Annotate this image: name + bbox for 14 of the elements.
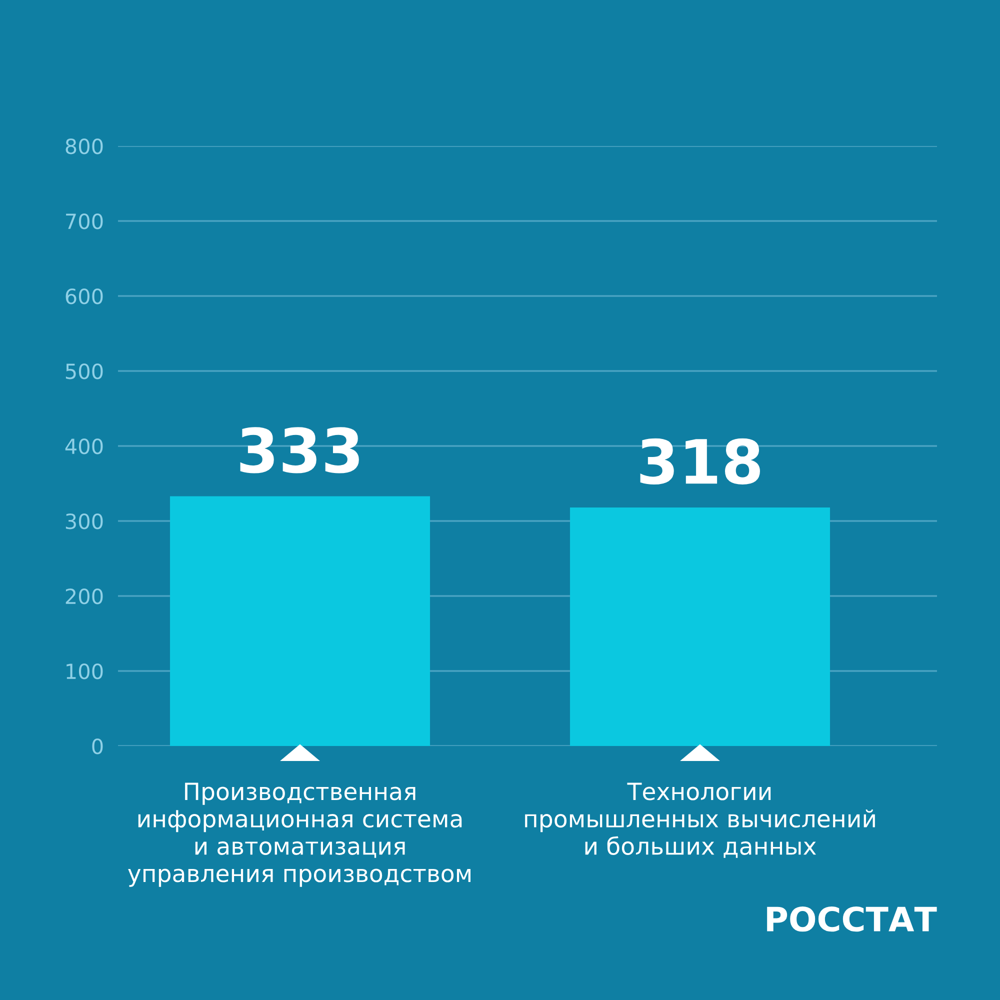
data-label: 333 <box>240 427 359 474</box>
y-tick-label: 700 <box>66 213 103 230</box>
x-tick-label: Производственная информационная система и автоматизация управления производством <box>128 782 470 887</box>
y-tick-label: 0 <box>92 738 103 754</box>
y-tick-label: 400 <box>65 438 103 454</box>
data-label: 318 <box>640 438 760 485</box>
y-tick-label: 100 <box>66 663 103 680</box>
text: РОССТАТ <box>767 906 937 932</box>
y-tick-label: 300 <box>66 513 103 530</box>
y-tick-label: 600 <box>66 288 103 304</box>
x-tick-label: Технологии промышленных вычислений и больших данных <box>525 782 875 858</box>
y-tick-label: 800 <box>66 138 103 154</box>
y-tick-label: 200 <box>66 588 103 604</box>
y-tick-label: 500 <box>66 363 103 380</box>
